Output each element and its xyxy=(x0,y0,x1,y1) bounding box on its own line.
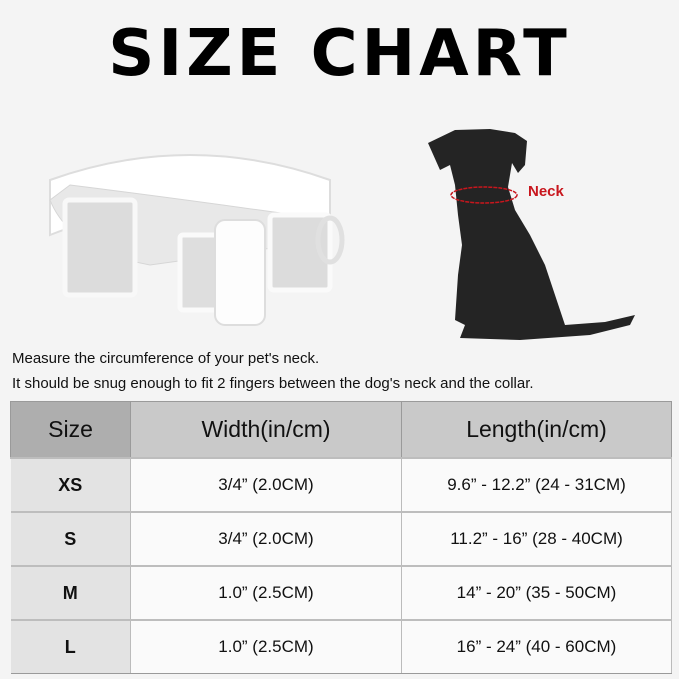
length-cell: 9.6” - 12.2” (24 - 31CM) xyxy=(401,457,672,513)
table-row: M 1.0” (2.5CM) 14” - 20” (35 - 50CM) xyxy=(10,565,672,621)
page-title: SIZE CHART xyxy=(108,17,571,91)
collar-image xyxy=(49,154,345,326)
neck-label: Neck xyxy=(528,183,564,200)
dog-silhouette-icon xyxy=(428,129,635,340)
length-cell: 16” - 24” (40 - 60CM) xyxy=(401,619,672,674)
size-cell: M xyxy=(10,565,131,621)
table-row: XS 3/4” (2.0CM) 9.6” - 12.2” (24 - 31CM) xyxy=(10,457,672,513)
size-cell: XS xyxy=(10,457,131,513)
table-row: S 3/4” (2.0CM) 11.2” - 16” (28 - 40CM) xyxy=(10,511,672,567)
header-width: Width(in/cm) xyxy=(130,401,402,459)
width-cell: 1.0” (2.5CM) xyxy=(130,619,402,674)
width-cell: 3/4” (2.0CM) xyxy=(130,457,402,513)
instruction-line: It should be snug enough to fit 2 finger… xyxy=(12,375,534,392)
width-cell: 3/4” (2.0CM) xyxy=(130,511,402,567)
length-cell: 14” - 20” (35 - 50CM) xyxy=(401,565,672,621)
instruction-line: Measure the circumference of your pet's … xyxy=(12,350,320,367)
length-cell: 11.2” - 16” (28 - 40CM) xyxy=(401,511,672,567)
size-cell: L xyxy=(10,619,131,674)
table-header-row: Size Width(in/cm) Length(in/cm) xyxy=(10,401,672,459)
header-size: Size xyxy=(10,401,131,459)
size-cell: S xyxy=(10,511,131,567)
width-cell: 1.0” (2.5CM) xyxy=(130,565,402,621)
size-table: Size Width(in/cm) Length(in/cm) XS 3/4” … xyxy=(10,401,672,674)
table-row: L 1.0” (2.5CM) 16” - 24” (40 - 60CM) xyxy=(10,619,672,674)
header-length: Length(in/cm) xyxy=(401,401,672,459)
